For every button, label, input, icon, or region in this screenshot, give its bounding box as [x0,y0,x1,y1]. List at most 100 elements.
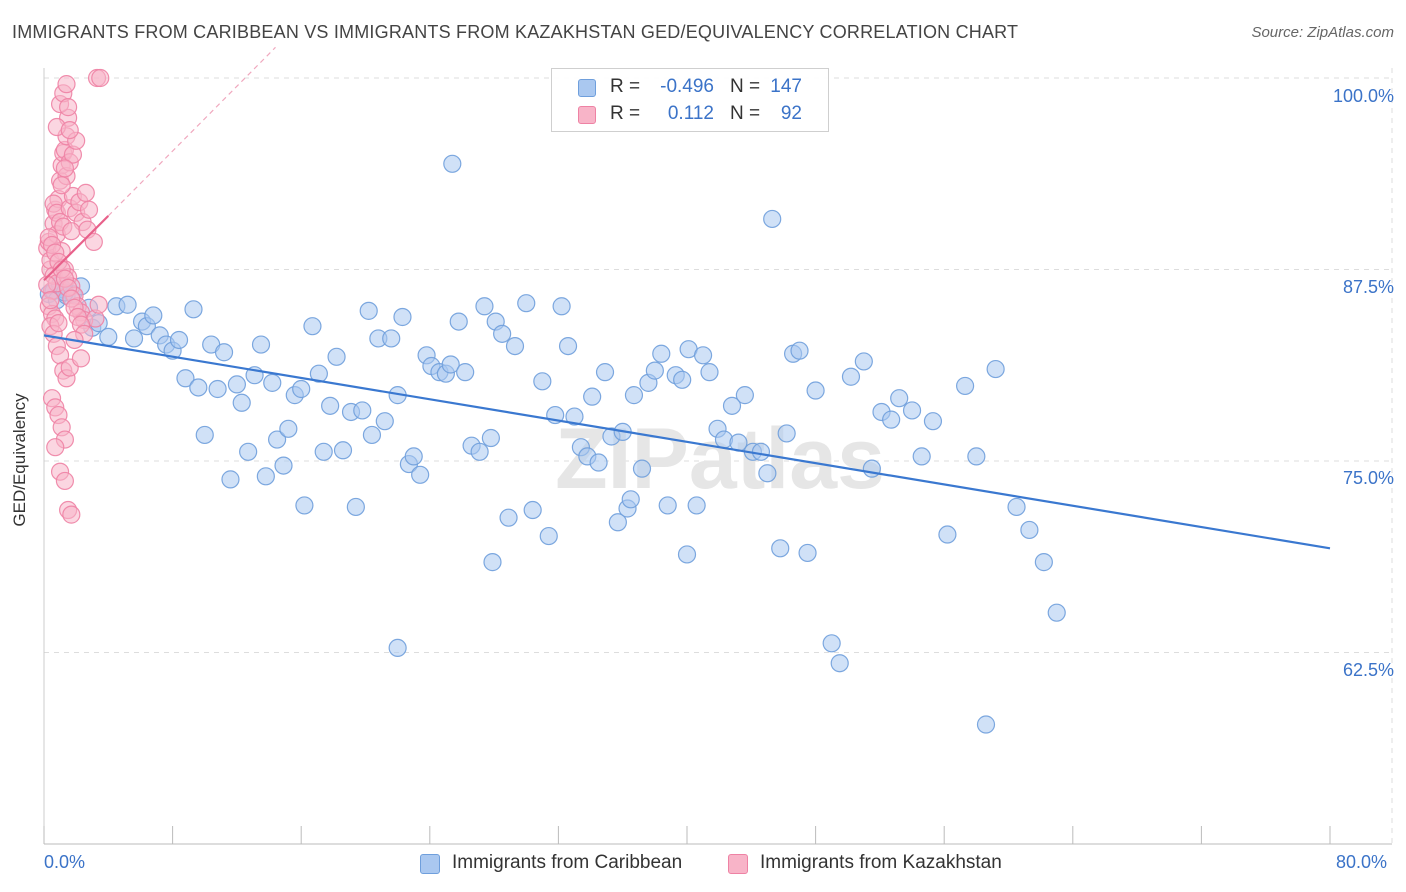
data-point [91,68,110,88]
data-point [79,200,99,219]
data-point [176,369,195,388]
data-point [189,378,208,397]
data-point [583,387,602,406]
data-point [382,329,401,348]
data-point [806,381,825,400]
data-point [295,496,314,515]
data-point [62,505,81,524]
trend-line-kazakhstan-extension [107,46,276,217]
y-tick-label: 62.5% [1342,660,1394,680]
data-point [1020,520,1039,540]
data-point [55,471,74,491]
data-point [890,389,909,408]
data-point [854,352,873,371]
y-tick-label: 100.0% [1332,86,1394,106]
data-point [533,372,552,391]
data-point [89,295,108,314]
data-point [986,359,1005,379]
data-point [830,654,849,673]
trend-line-kazakhstan [43,215,110,282]
data-point [346,497,365,517]
y-axis-label: GED/Equivalency [10,393,29,527]
data-point [449,312,468,331]
data-point [362,425,382,445]
data-point [499,508,518,527]
data-point [493,324,512,343]
data-point [777,424,796,443]
data-point [57,75,76,94]
data-point [55,159,74,178]
data-point [912,447,931,466]
data-point [124,329,144,348]
bottom-legend-swatch [420,854,440,874]
legend-row-caribbean: R = -0.496 N = 147 [552,74,828,100]
data-point [902,401,922,420]
y-tick-label: 75.0% [1342,468,1394,488]
data-point [208,379,227,399]
data-point [687,496,706,515]
data-point [46,438,65,457]
chart-title: IMMIGRANTS FROM CARIBBEAN VS IMMIGRANTS … [12,22,1019,42]
data-point [59,98,78,117]
data-point [41,291,60,310]
data-point [483,553,502,572]
data-point [735,386,754,405]
data-point [256,467,275,486]
data-point [375,412,394,431]
data-point [955,376,975,396]
data-point [321,396,340,415]
data-point [404,447,423,466]
legend-r-label: R = [610,76,641,97]
data-point [1047,603,1066,622]
data-point [1034,553,1053,572]
data-point [621,490,640,509]
data-point [822,634,841,653]
data-point [441,355,460,374]
grid-lines [44,68,1393,844]
legend-r-value: -0.496 [660,76,714,97]
data-point [456,363,475,382]
data-point [327,347,346,366]
data-point [539,526,558,546]
data-point [221,470,240,489]
data-point [195,425,214,445]
data-point [38,275,57,294]
data-point [558,337,578,356]
data-point [84,232,103,252]
data-point [1007,497,1026,517]
data-point [267,430,287,449]
data-point [652,344,671,363]
legend-n-value: 92 [780,103,802,124]
data-point [99,327,118,347]
data-point [76,183,95,202]
data-point [470,442,489,461]
data-point [388,638,407,658]
data-point [309,364,328,383]
data-point [938,525,957,544]
y-tick-label: 87.5% [1342,277,1394,297]
data-point [967,447,986,466]
data-point [393,307,412,327]
data-point [274,456,293,475]
x-tick-label: 80.0% [1336,852,1388,872]
data-point [144,306,163,325]
data-point [565,407,584,426]
data-point [608,513,627,532]
data-point [71,349,91,368]
data-point [52,176,71,195]
data-point [523,500,542,520]
bottom-legend-label: Immigrants from Kazakhstan [760,852,1002,873]
data-point [658,496,677,515]
data-point [292,379,311,399]
data-point [632,459,652,478]
data-point [49,314,68,333]
data-point [314,442,333,461]
data-point [976,715,996,734]
data-point [227,375,246,394]
data-point [693,346,713,365]
legend-swatch-kazakhstan [578,106,596,124]
legend-r-label: R = [610,103,641,124]
legend-swatch-caribbean [578,79,596,97]
data-point [303,317,322,336]
